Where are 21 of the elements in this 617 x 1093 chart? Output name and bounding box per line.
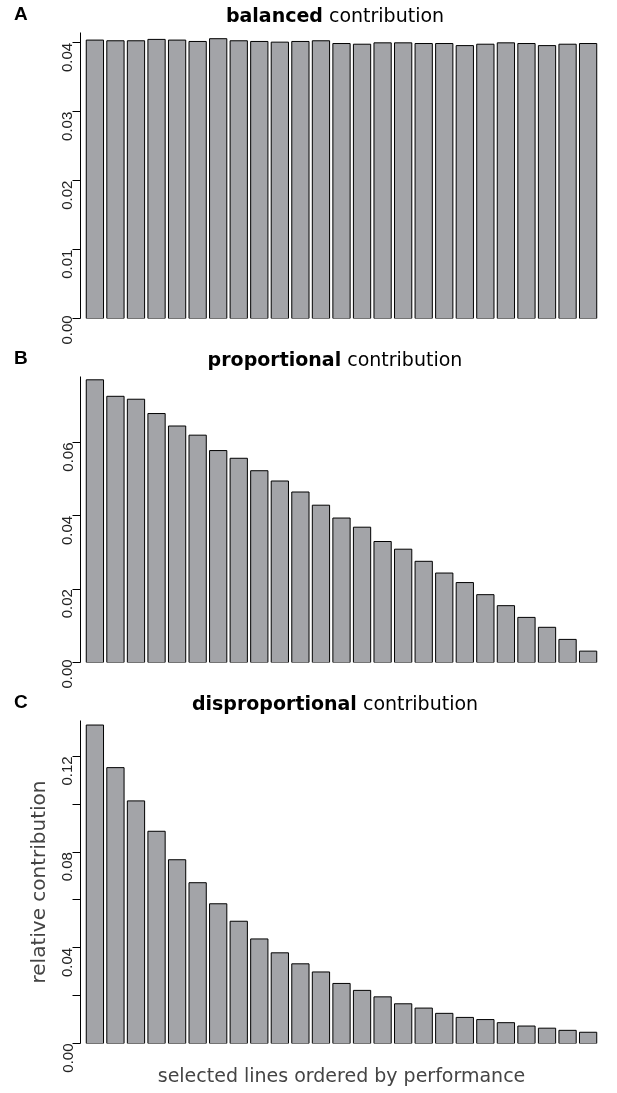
y-tick-label: 0.00 (58, 1043, 76, 1073)
y-tick-label: 0.00 (58, 659, 76, 689)
text: C (14, 690, 28, 714)
chart-title: balanced contribution (225, 4, 445, 26)
chart-title: proportional contribution (207, 348, 463, 370)
y-tick-label: 0.04 (58, 515, 76, 546)
y-axis-title: relative contribution (25, 780, 50, 984)
y-tick-label: 0.01 (58, 249, 76, 279)
y-tick-label: 0.02 (58, 589, 76, 619)
y-tick-label: 0.00 (58, 315, 76, 345)
y-tick-label: 0.12 (58, 756, 76, 786)
x-axis-title: selected lines ordered by performance (157, 1063, 526, 1086)
y-tick-label: 0.02 (58, 180, 76, 210)
chart-title: disproportional contribution (191, 692, 479, 714)
y-tick-label: 0.04 (58, 947, 76, 977)
text: A (14, 2, 28, 26)
y-tick-label: 0.03 (58, 111, 76, 141)
y-tick-label: 0.04 (58, 42, 76, 73)
y-tick-label: 0.06 (58, 442, 76, 472)
y-tick-label: 0.08 (58, 852, 76, 882)
text: B (14, 346, 28, 370)
